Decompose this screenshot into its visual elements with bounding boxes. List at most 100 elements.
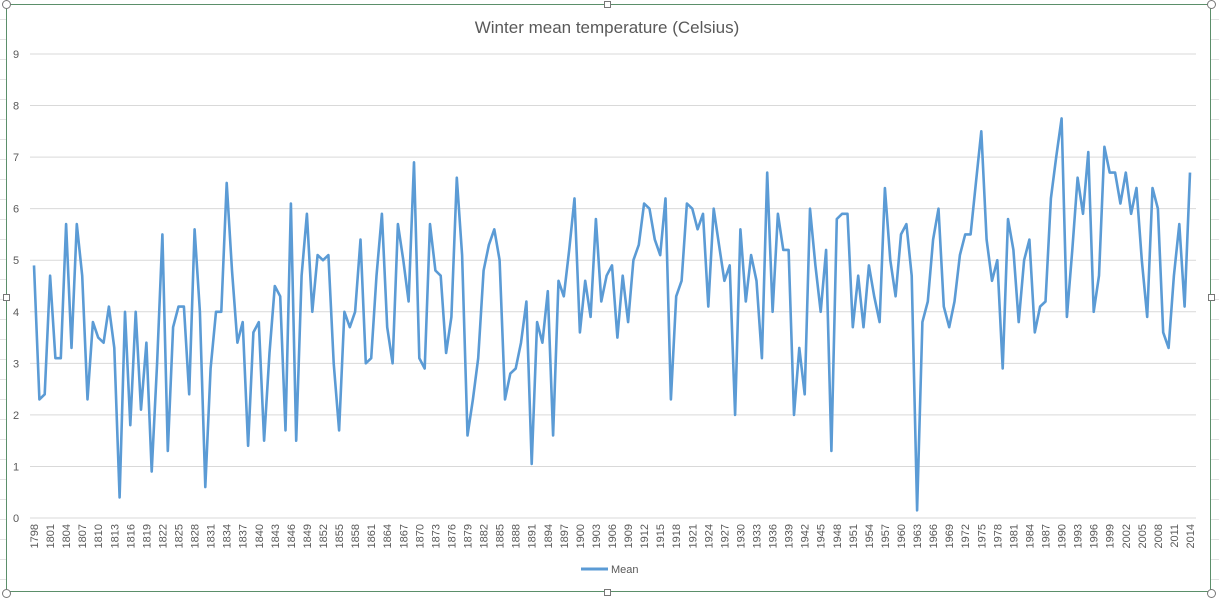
x-tick-label: 1834	[222, 524, 234, 548]
x-tick-label: 1816	[125, 524, 137, 548]
x-tick-label: 1861	[366, 524, 378, 548]
x-tick-label: 1810	[93, 524, 105, 548]
x-tick-label: 1999	[1105, 524, 1117, 548]
x-tick-label: 1879	[463, 524, 475, 548]
x-tick-label: 1804	[61, 524, 73, 548]
x-tick-label: 1831	[206, 524, 218, 548]
x-tick-label: 1927	[719, 524, 731, 548]
x-tick-label: 1915	[655, 524, 667, 548]
x-tick-label: 1882	[479, 524, 491, 548]
x-tick-label: 1864	[382, 524, 394, 548]
y-tick-label: 4	[13, 307, 19, 319]
legend-label-mean: Mean	[611, 564, 639, 576]
x-tick-label: 1987	[1041, 524, 1053, 548]
x-tick-label: 2014	[1185, 524, 1197, 548]
x-tick-label: 1849	[302, 524, 314, 548]
x-tick-label: 1873	[430, 524, 442, 548]
y-tick-label: 7	[13, 152, 19, 164]
x-tick-label: 1897	[559, 524, 571, 548]
resize-handle-bottom[interactable]	[604, 589, 611, 596]
y-axis-ticks: 0 1 2 3 4 5 6 7 8 9	[13, 49, 19, 525]
x-tick-label: 1885	[495, 524, 507, 548]
x-tick-label: 2002	[1121, 524, 1133, 548]
x-tick-label: 2011	[1169, 524, 1181, 548]
x-tick-label: 2005	[1137, 524, 1149, 548]
x-tick-label: 1951	[848, 524, 860, 548]
series-line-mean	[32, 117, 1192, 512]
chart-frame[interactable]	[6, 4, 1211, 592]
x-tick-label: 1975	[976, 524, 988, 548]
y-tick-label: 6	[13, 204, 19, 216]
x-tick-label: 1822	[157, 524, 169, 548]
y-tick-label: 3	[13, 358, 19, 370]
x-tick-label: 1891	[527, 524, 539, 548]
x-tick-label: 1918	[671, 524, 683, 548]
x-tick-label: 1888	[511, 524, 523, 548]
series-group	[32, 117, 1192, 512]
x-tick-label: 1867	[398, 524, 410, 548]
resize-handle-top[interactable]	[604, 1, 611, 8]
x-tick-label: 1990	[1057, 524, 1069, 548]
x-tick-label: 1945	[816, 524, 828, 548]
y-tick-label: 8	[13, 101, 19, 113]
x-tick-label: 2008	[1153, 524, 1165, 548]
resize-handle-top-left[interactable]	[2, 0, 11, 9]
x-axis-ticks: 1798 1801 1804 1807 1810 1813 1816 1819 1822 1825…	[29, 524, 1197, 548]
x-tick-label: 1936	[768, 524, 780, 548]
resize-handle-top-right[interactable]	[1207, 0, 1216, 9]
y-tick-label: 2	[13, 410, 19, 422]
x-tick-label: 1957	[880, 524, 892, 548]
x-tick-label: 1852	[318, 524, 330, 548]
x-tick-label: 1870	[414, 524, 426, 548]
x-tick-label: 1846	[286, 524, 298, 548]
chart-title: Winter mean temperature (Celsius)	[475, 18, 740, 37]
x-tick-label: 1819	[141, 524, 153, 548]
x-tick-label: 1825	[174, 524, 186, 548]
x-tick-label: 1939	[784, 524, 796, 548]
x-tick-label: 1930	[735, 524, 747, 548]
x-tick-label: 1855	[334, 524, 346, 548]
x-tick-label: 1954	[864, 524, 876, 548]
x-tick-label: 1942	[800, 524, 812, 548]
x-tick-label: 1978	[992, 524, 1004, 548]
x-tick-label: 1858	[350, 524, 362, 548]
y-tick-label: 0	[13, 513, 19, 525]
x-tick-label: 1996	[1089, 524, 1101, 548]
resize-handle-bottom-left[interactable]	[2, 589, 11, 598]
legend: Mean	[581, 564, 639, 576]
x-tick-label: 1801	[45, 524, 57, 548]
x-tick-label: 1963	[912, 524, 924, 548]
x-tick-label: 1909	[623, 524, 635, 548]
x-tick-label: 1813	[109, 524, 121, 548]
x-tick-label: 1894	[543, 524, 555, 548]
x-tick-label: 1843	[270, 524, 282, 548]
x-tick-label: 1981	[1008, 524, 1020, 548]
x-tick-label: 1933	[752, 524, 764, 548]
y-tick-label: 9	[13, 49, 19, 61]
y-tick-label: 5	[13, 255, 19, 267]
x-tick-label: 1900	[575, 524, 587, 548]
x-tick-label: 1876	[446, 524, 458, 548]
x-tick-label: 1972	[960, 524, 972, 548]
x-tick-label: 1924	[703, 524, 715, 548]
x-tick-label: 1903	[591, 524, 603, 548]
x-tick-label: 1921	[687, 524, 699, 548]
x-tick-label: 1828	[190, 524, 202, 548]
x-tick-label: 1984	[1024, 524, 1036, 548]
x-tick-label: 1948	[832, 524, 844, 548]
resize-handle-bottom-right[interactable]	[1207, 589, 1216, 598]
x-tick-label: 1906	[607, 524, 619, 548]
x-tick-label: 1912	[639, 524, 651, 548]
x-tick-label: 1807	[77, 524, 89, 548]
x-tick-label: 1840	[254, 524, 266, 548]
x-tick-label: 1966	[928, 524, 940, 548]
x-tick-label: 1993	[1073, 524, 1085, 548]
y-tick-label: 1	[13, 461, 19, 473]
resize-handle-left[interactable]	[3, 294, 10, 301]
x-tick-label: 1798	[29, 524, 41, 548]
x-tick-label: 1969	[944, 524, 956, 548]
x-tick-label: 1837	[238, 524, 250, 548]
x-tick-label: 1960	[896, 524, 908, 548]
resize-handle-right[interactable]	[1208, 294, 1215, 301]
